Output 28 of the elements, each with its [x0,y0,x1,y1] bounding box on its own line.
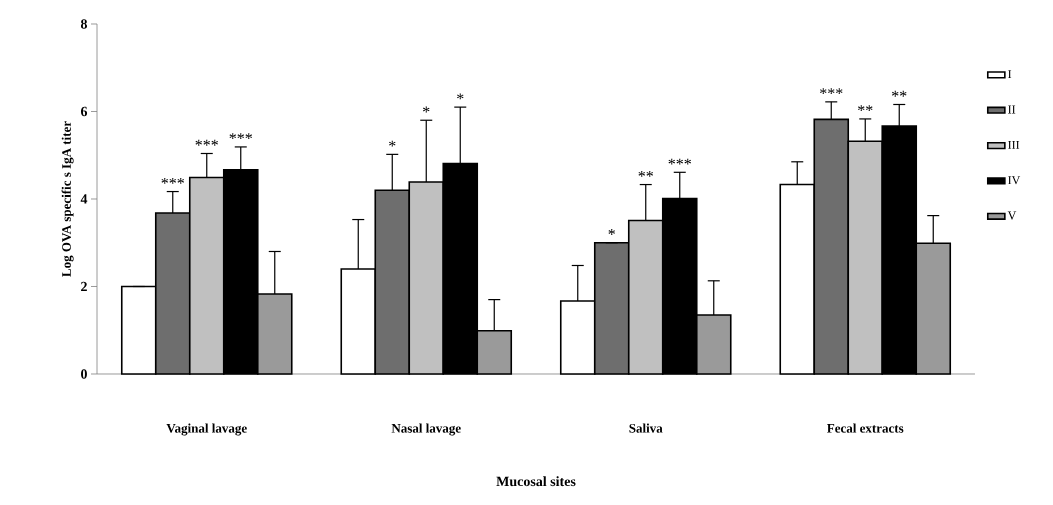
x-tick-label: Vaginal lavage [166,423,247,436]
annotation: * [423,106,430,113]
x-tick-label: Nasal lavage [391,423,461,436]
legend-label: I [1008,70,1012,79]
legend-label: II [1008,105,1016,114]
legend-label: IV [1008,176,1021,185]
y-tick-label: 6 [80,106,88,117]
y-tick-label: 4 [80,194,88,204]
legend-label: V [1007,211,1017,220]
annotation: *** [820,88,843,95]
annotation: * [389,140,396,147]
annotation: *** [229,133,252,140]
annotation: ** [638,170,653,177]
annotation: *** [161,177,184,184]
annotation: * [457,93,464,100]
annotation: ** [858,105,873,112]
y-tick-label: 2 [81,281,87,292]
annotation: * [608,229,615,235]
annotation: *** [668,158,691,165]
x-tick-label: Fecal extracts [827,423,904,433]
y-tick-label: 8 [80,19,88,29]
legend-label: III [1008,140,1020,149]
x-axis-title: Mucosal sites [496,476,576,487]
y-tick-label: 0 [81,369,87,379]
x-tick-label: Saliva [629,423,663,433]
annotation: *** [195,139,218,146]
y-axis-title: Log OVA specific s IgA titer [61,121,74,277]
annotation: ** [892,90,907,97]
